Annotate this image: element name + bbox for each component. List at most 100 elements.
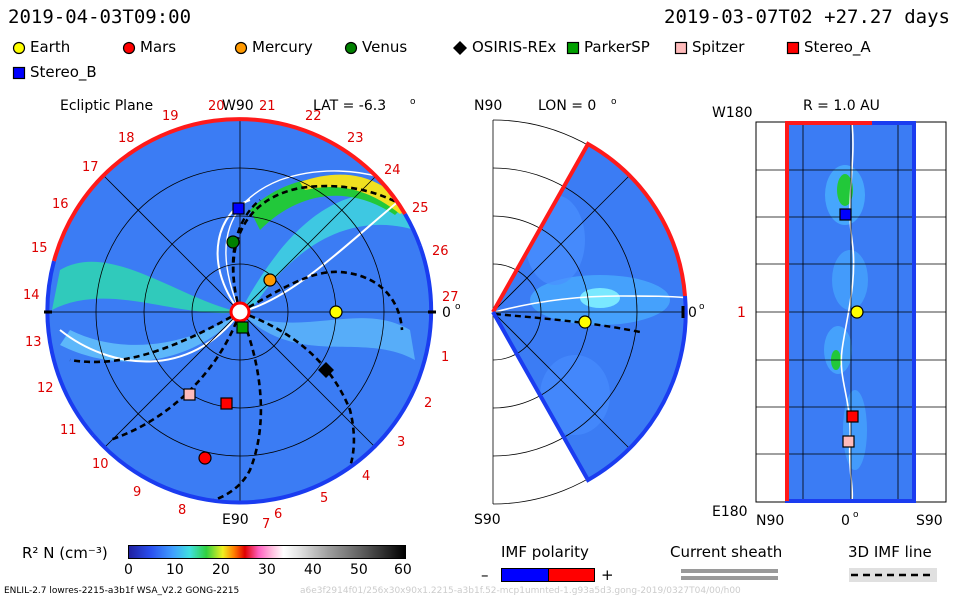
- radial-bottom-label: E180: [712, 504, 748, 520]
- legend-item-osiris: OSIRIS-REx: [452, 38, 556, 56]
- parker-marker: [236, 321, 249, 334]
- meridional-plane-panel: N90 S90 LON = 0 o 0 o: [474, 97, 705, 528]
- sector-label: 24: [384, 163, 401, 178]
- footer-right: a6e3f2914f01/256x30x90x1.2215-a3b1f.52-m…: [300, 586, 741, 596]
- meridional-bottom-label: S90: [474, 512, 501, 528]
- legend-label: Venus: [362, 38, 408, 56]
- radial-x-label: S90: [916, 513, 943, 529]
- legend-item-mars: Mars: [122, 38, 176, 56]
- sector-label: 19: [162, 109, 179, 124]
- colorbar-tick: 30: [258, 562, 276, 578]
- sector-label: 14: [23, 288, 40, 303]
- legend-label: ParkerSP: [584, 38, 650, 56]
- radial-surface-panel: W180 E180 R = 1.0 AU 1 N90 0 o S90: [712, 98, 947, 529]
- sector-label: 17: [82, 160, 99, 175]
- sector-label: 26: [432, 244, 449, 259]
- imf-plus-label: +: [601, 566, 614, 584]
- imf-positive-swatch: [548, 568, 595, 582]
- radial-x-label: N90: [756, 513, 784, 529]
- sector-label: 21: [259, 99, 276, 114]
- colorbar-tick: 10: [166, 562, 184, 578]
- stereo-b-marker-icon: [12, 66, 26, 79]
- radial-r-label: R = 1.0 AU: [803, 98, 880, 114]
- sector-label: 27: [442, 290, 459, 305]
- radial-left-tick: 1: [737, 305, 746, 321]
- sector-label: 25: [412, 201, 429, 216]
- sector-label: 5: [320, 491, 328, 506]
- stereo-b-marker-radial: [839, 208, 852, 221]
- meridional-top-label: N90: [474, 98, 502, 114]
- sector-label: 4: [362, 469, 370, 484]
- venus-marker: [226, 235, 240, 249]
- lat-degree-sign: o: [410, 97, 416, 107]
- legend-item-parker: ParkerSP: [566, 38, 650, 56]
- sector-label: 10: [92, 457, 109, 472]
- mer-degree-sign: o: [699, 302, 705, 312]
- ecliptic-top-label: W90: [222, 98, 254, 114]
- sector-label: 3: [397, 435, 405, 450]
- legend-item-venus: Venus: [344, 38, 407, 56]
- legend-label: Mars: [140, 38, 177, 56]
- ecliptic-plane-panel: Ecliptic Plane W90 E90 0 LAT = -6.3 o o …: [23, 97, 461, 530]
- osiris-marker-icon: [453, 40, 467, 55]
- colorbar-tick: 50: [350, 562, 368, 578]
- colorbar-tick: 20: [212, 562, 230, 578]
- spitzer-marker-radial: [842, 435, 855, 448]
- current-sheath-line-top: [681, 569, 778, 573]
- meridional-right-label: 0: [688, 305, 697, 321]
- sector-labels: 1 2 3 4 5 6 7 8 9 10 11 12 13 14 15 16 1…: [23, 99, 459, 530]
- mercury-marker-icon: [234, 41, 248, 54]
- legend-label: Stereo_A: [804, 38, 871, 56]
- footer-left: ENLIL-2.7 lowres-2215-a3b1f WSA_V2.2 GON…: [4, 586, 240, 596]
- legend-label: Earth: [30, 38, 71, 56]
- legend-item-earth: Earth: [12, 38, 70, 56]
- colorbar-label: R² N (cm⁻³): [22, 544, 108, 562]
- current-sheath-line-bottom: [681, 576, 778, 580]
- imf-line-swatch: [849, 568, 937, 582]
- sector-label: 20: [208, 99, 225, 114]
- colorbar-tick: 40: [304, 562, 322, 578]
- spitzer-marker-icon: [674, 41, 688, 54]
- legend-label: Stereo_B: [30, 63, 97, 81]
- imf-negative-swatch: [501, 568, 549, 582]
- stereo-a-marker-icon: [786, 41, 800, 54]
- sector-label: 22: [305, 109, 322, 124]
- parker-marker-icon: [566, 41, 580, 54]
- osiris-rex-marker: [318, 362, 334, 378]
- sector-label: 6: [274, 507, 282, 522]
- ecl-degree-sign: o: [455, 302, 461, 312]
- ecliptic-title: Ecliptic Plane: [60, 98, 153, 114]
- imf-polarity-title: IMF polarity: [501, 543, 589, 561]
- sector-label: 15: [31, 241, 48, 256]
- legend-item-mercury: Mercury: [234, 38, 313, 56]
- timestamp-left: 2019-04-03T09:00: [8, 6, 192, 28]
- mercury-marker: [263, 273, 277, 287]
- sector-label: 2: [424, 396, 432, 411]
- venus-marker-icon: [344, 41, 358, 54]
- sector-label: 7: [262, 517, 270, 530]
- sector-label: 16: [52, 197, 69, 212]
- sector-label: 9: [133, 485, 141, 500]
- stereo-a-marker-radial: [846, 410, 859, 423]
- sector-label: 23: [347, 131, 364, 146]
- sector-label: 8: [178, 503, 186, 518]
- legend-item-stereo-a: Stereo_A: [786, 38, 871, 56]
- current-sheath-title: Current sheath: [670, 543, 783, 561]
- stereo-b-marker: [232, 202, 245, 215]
- sector-label: 13: [25, 335, 42, 350]
- mars-marker-icon: [122, 41, 136, 54]
- legend-label: Spitzer: [692, 38, 745, 56]
- sector-label: 12: [37, 381, 54, 396]
- legend-item-spitzer: Spitzer: [674, 38, 744, 56]
- mars-marker: [198, 451, 212, 465]
- timestamp-right: 2019-03-07T02 +27.27 days: [664, 6, 950, 28]
- stereo-a-marker: [220, 397, 233, 410]
- sector-label: 1: [441, 350, 449, 365]
- imf-line-title: 3D IMF line: [848, 543, 932, 561]
- colorbar-tick: 0: [124, 562, 133, 578]
- spitzer-marker: [183, 388, 196, 401]
- sector-label: 18: [118, 131, 135, 146]
- sector-label: 11: [60, 423, 77, 438]
- imf-minus-label: –: [481, 566, 489, 584]
- colorbar-tick: 60: [394, 562, 412, 578]
